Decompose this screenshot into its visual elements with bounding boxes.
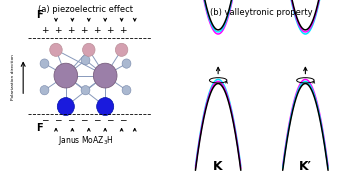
Text: (b) valleytronic property: (b) valleytronic property (210, 8, 313, 17)
Text: F: F (36, 10, 43, 20)
Circle shape (40, 86, 49, 95)
Circle shape (40, 59, 49, 68)
Text: Janus MoAZ$_3$H: Janus MoAZ$_3$H (58, 134, 113, 147)
Circle shape (116, 43, 128, 56)
Circle shape (57, 98, 74, 115)
Circle shape (94, 63, 117, 88)
Circle shape (81, 86, 90, 95)
Text: −: − (93, 115, 101, 124)
Text: −: − (67, 115, 74, 124)
Text: +: + (67, 26, 74, 35)
Text: −: − (119, 115, 127, 124)
Text: K′: K′ (299, 160, 312, 173)
Text: K: K (213, 160, 223, 173)
Text: (a) piezoelectric effect: (a) piezoelectric effect (38, 5, 133, 14)
Circle shape (81, 56, 90, 65)
Text: +: + (54, 26, 61, 35)
Text: Polarization direction: Polarization direction (10, 54, 15, 100)
Circle shape (54, 63, 77, 88)
Text: +: + (106, 26, 114, 35)
Text: −: − (106, 115, 114, 124)
Text: −: − (80, 115, 88, 124)
Circle shape (83, 43, 95, 56)
Circle shape (122, 86, 131, 95)
Circle shape (122, 59, 131, 68)
Text: +: + (41, 26, 48, 35)
Text: F: F (36, 123, 43, 133)
Text: +: + (80, 26, 88, 35)
Circle shape (50, 43, 62, 56)
Text: +: + (119, 26, 127, 35)
Text: +: + (93, 26, 101, 35)
Text: −: − (54, 115, 61, 124)
Text: −: − (41, 115, 48, 124)
Circle shape (97, 98, 114, 115)
